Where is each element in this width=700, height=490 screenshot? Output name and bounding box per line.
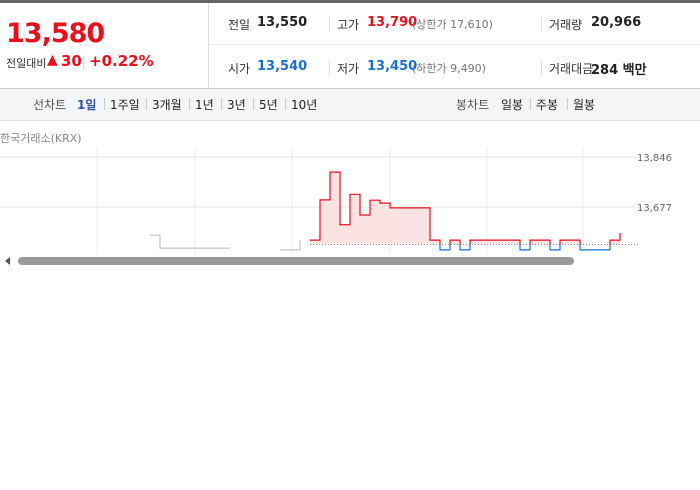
divider bbox=[208, 44, 700, 45]
period-tab[interactable]: 1년 bbox=[195, 98, 214, 112]
y-tick-label: 13,508 bbox=[637, 253, 672, 264]
period-tab[interactable]: 5년 bbox=[259, 98, 278, 112]
tab-bar bbox=[0, 88, 700, 121]
divider bbox=[329, 17, 330, 31]
divider bbox=[541, 61, 542, 75]
change-rate: +0.22% bbox=[89, 52, 154, 70]
divider bbox=[146, 98, 147, 110]
stat-note: (하한가 9,490) bbox=[412, 62, 486, 75]
stat-value: 20,966 bbox=[591, 15, 642, 30]
candle-tab[interactable]: 주봉 bbox=[536, 98, 559, 112]
divider bbox=[253, 98, 254, 110]
divider bbox=[83, 56, 84, 70]
y-tick-label: 13,846 bbox=[637, 153, 672, 164]
divider bbox=[329, 61, 330, 75]
price-line bbox=[310, 171, 621, 245]
pre-line bbox=[150, 234, 301, 251]
stat-note: (상한가 17,610) bbox=[412, 18, 493, 31]
divider bbox=[221, 98, 222, 110]
change: 30 bbox=[61, 52, 82, 70]
period-tab[interactable]: 1주일 bbox=[110, 98, 140, 112]
stat-label: 거래대금 bbox=[549, 62, 594, 76]
stat-value: 13,550 bbox=[257, 15, 308, 30]
stat-value: 13,450 bbox=[367, 59, 418, 74]
divider bbox=[567, 98, 568, 110]
divider bbox=[104, 98, 105, 110]
chart: 13,846 13,677 13,508 bbox=[0, 147, 700, 270]
divider bbox=[530, 98, 531, 110]
price: 13,580 bbox=[6, 18, 105, 49]
top-border bbox=[0, 0, 700, 3]
tab-label: 봉차트 bbox=[456, 98, 490, 112]
stat-label: 시가 bbox=[228, 62, 251, 76]
period-tab[interactable]: 3년 bbox=[227, 98, 246, 112]
divider bbox=[285, 98, 286, 110]
stat-value: 284 백만 bbox=[591, 63, 647, 78]
divider bbox=[541, 17, 542, 31]
y-tick-label: 13,677 bbox=[637, 203, 672, 214]
period-tab[interactable]: 3개월 bbox=[152, 98, 182, 112]
stat-label: 고가 bbox=[337, 18, 360, 32]
change-label: 전일대비 bbox=[6, 57, 47, 70]
chart-source: 한국거래소(KRX) bbox=[0, 132, 82, 145]
scrollbar[interactable] bbox=[18, 257, 574, 265]
stat-label: 저가 bbox=[337, 62, 360, 76]
divider bbox=[189, 98, 190, 110]
stat-value: 13,540 bbox=[257, 59, 308, 74]
tab-label: 선차트 bbox=[33, 98, 67, 112]
change-arrow: ▲ bbox=[47, 52, 58, 68]
stat-label: 거래량 bbox=[549, 18, 583, 32]
stat-value: 13,790 bbox=[367, 15, 418, 30]
candle-tab[interactable]: 월봉 bbox=[573, 98, 596, 112]
stat-label: 전일 bbox=[228, 18, 251, 32]
candle-tab[interactable]: 일봉 bbox=[501, 98, 524, 112]
period-tab[interactable]: 1일 bbox=[77, 98, 97, 112]
area-fill bbox=[310, 172, 620, 245]
period-tab[interactable]: 10년 bbox=[291, 98, 318, 112]
divider bbox=[208, 3, 209, 88]
scroll-arrow[interactable] bbox=[5, 257, 10, 265]
